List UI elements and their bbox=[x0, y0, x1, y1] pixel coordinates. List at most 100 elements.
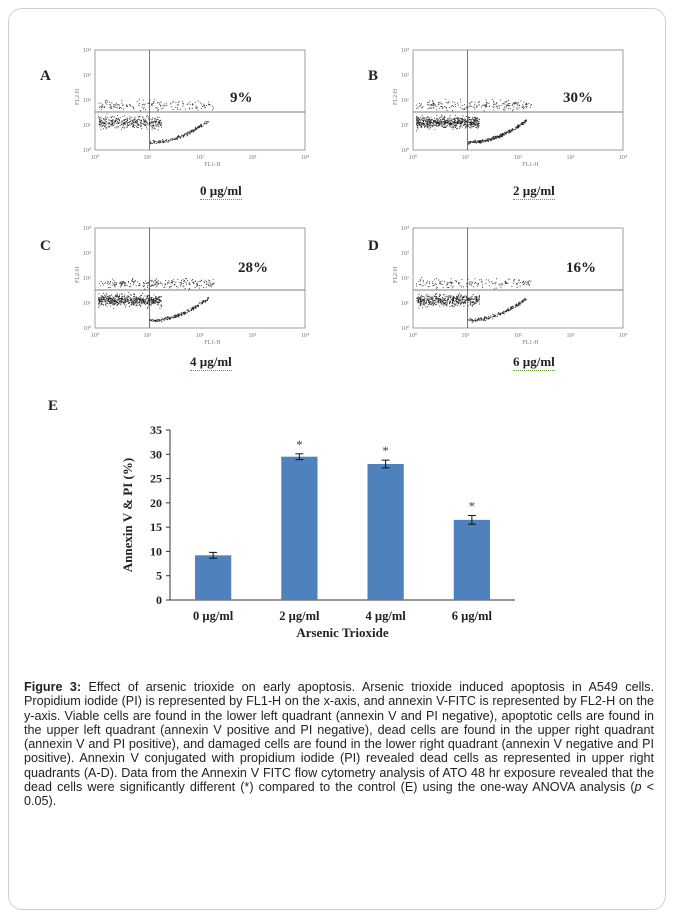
caption-label: Figure 3: bbox=[24, 680, 82, 694]
x-axis-label: FL1-H bbox=[522, 340, 539, 346]
y-tick-label: 15 bbox=[150, 520, 162, 534]
y-tick-label: 10⁴ bbox=[83, 48, 91, 54]
x-tick-label: 10¹ bbox=[144, 155, 152, 161]
caption-text: Effect of arsenic trioxide on early apop… bbox=[24, 680, 654, 795]
figure-frame bbox=[8, 8, 666, 910]
x-axis-label: FL1-H bbox=[204, 340, 221, 346]
panel-letter: C bbox=[40, 238, 51, 254]
x-tick-label: 10¹ bbox=[462, 155, 470, 161]
x-tick-label: 10² bbox=[514, 155, 522, 161]
cell-events bbox=[98, 99, 214, 145]
x-tick-label: 10⁴ bbox=[619, 333, 627, 339]
quadrant-percent: 30% bbox=[563, 90, 593, 106]
bar-chart: 0 5 10 15 20 25 30 35 0 µg/ml * 2 µg/ml * 4 µg/ml * 6 … bbox=[95, 420, 555, 645]
x-tick-label: 10³ bbox=[249, 333, 257, 339]
y-tick-label: 25 bbox=[150, 472, 162, 486]
x-tick-label: 2 µg/ml bbox=[279, 609, 320, 623]
quadrant-percent: 28% bbox=[238, 260, 268, 276]
y-tick-label: 10¹ bbox=[83, 301, 91, 307]
y-tick-label: 10³ bbox=[401, 73, 409, 79]
concentration-label: 6 µg/ml bbox=[513, 354, 555, 371]
plot-frame bbox=[94, 49, 306, 151]
x-tick-label: 10⁴ bbox=[301, 155, 309, 161]
y-tick-label: 10 bbox=[150, 544, 162, 558]
plot-frame bbox=[412, 227, 624, 329]
y-tick-label: 0 bbox=[156, 593, 162, 607]
x-tick-label: 4 µg/ml bbox=[366, 609, 407, 623]
y-tick-label: 10³ bbox=[401, 251, 409, 257]
quadrant-percent: 16% bbox=[566, 260, 596, 276]
cell-events bbox=[98, 276, 215, 323]
significance-marker: * bbox=[296, 437, 303, 452]
y-tick-label: 20 bbox=[150, 496, 162, 510]
chart-letter: E bbox=[48, 398, 59, 414]
x-tick-label: 10⁰ bbox=[409, 332, 418, 339]
significance-marker: * bbox=[382, 443, 389, 458]
x-tick-label: 10³ bbox=[567, 155, 575, 161]
significance-marker: * bbox=[469, 498, 476, 513]
x-tick-label: 10³ bbox=[567, 333, 575, 339]
y-tick-label: 30 bbox=[150, 447, 162, 461]
y-tick-label: 10¹ bbox=[401, 123, 409, 129]
y-tick-label: 5 bbox=[156, 569, 162, 583]
bar bbox=[367, 464, 404, 600]
cell-events bbox=[416, 98, 532, 145]
y-tick-label: 10² bbox=[401, 276, 409, 282]
y-tick-label: 35 bbox=[150, 423, 162, 437]
concentration-label: 2 µg/ml bbox=[513, 183, 555, 200]
y-tick-label: 10³ bbox=[83, 73, 91, 79]
cell-events bbox=[416, 277, 532, 323]
x-tick-label: 10² bbox=[514, 333, 522, 339]
flow-panel-b: B 10⁰ 10⁰ 10¹ 10¹ 10² 10² 10³ 10³ 10⁴ 10⁴ FL1-H FL2… bbox=[368, 48, 668, 210]
y-tick-label: 10⁰ bbox=[401, 147, 410, 154]
panel-letter: B bbox=[368, 68, 379, 84]
caption-text-end: < 0.05). bbox=[24, 780, 654, 809]
panel-letter: D bbox=[368, 238, 379, 254]
x-tick-label: 0 µg/ml bbox=[193, 609, 234, 623]
bar bbox=[281, 456, 318, 600]
y-axis-label: FL2-H bbox=[75, 88, 81, 105]
y-tick-label: 10² bbox=[401, 98, 409, 104]
x-tick-label: 10⁴ bbox=[619, 155, 627, 161]
y-tick-label: 10⁰ bbox=[401, 325, 410, 332]
y-axis-label: FL2-H bbox=[393, 266, 399, 283]
x-tick-label: 10⁰ bbox=[409, 154, 418, 161]
y-tick-label: 10⁰ bbox=[83, 325, 92, 332]
x-tick-label: 10⁰ bbox=[91, 332, 100, 339]
quadrant-percent: 9% bbox=[230, 90, 253, 106]
caption-p-symbol: p bbox=[634, 780, 642, 795]
y-tick-label: 10¹ bbox=[401, 301, 409, 307]
x-axis-label: Arsenic Trioxide bbox=[296, 625, 389, 640]
plot-frame bbox=[412, 49, 624, 151]
bar bbox=[195, 555, 232, 600]
x-axis-label: FL1-H bbox=[522, 162, 539, 168]
y-tick-label: 10⁴ bbox=[401, 226, 409, 232]
panel-letter: A bbox=[40, 68, 51, 84]
x-axis-label: FL1-H bbox=[204, 162, 221, 168]
concentration-label: 0 µg/ml bbox=[200, 183, 242, 200]
concentration-label: 4 µg/ml bbox=[190, 354, 232, 371]
x-tick-label: 10¹ bbox=[144, 333, 152, 339]
y-tick-label: 10¹ bbox=[83, 123, 91, 129]
y-tick-label: 10⁴ bbox=[401, 48, 409, 54]
flow-panel-c: C 10⁰ 10⁰ 10¹ 10¹ 10² 10² 10³ 10³ 10⁴ 10⁴ FL1-H FL2… bbox=[40, 226, 340, 388]
y-axis-label: Annexin V & PI (%) bbox=[120, 458, 135, 572]
x-tick-label: 10¹ bbox=[462, 333, 470, 339]
x-tick-label: 6 µg/ml bbox=[452, 609, 493, 623]
bar bbox=[453, 519, 490, 600]
y-tick-label: 10⁰ bbox=[83, 147, 92, 154]
y-tick-label: 10² bbox=[83, 276, 91, 282]
flow-panel-a: A 10⁰ 10⁰ 10¹ 10¹ 10² 10² 10³ 10³ 10⁴ 10⁴ FL1-H FL2… bbox=[40, 48, 340, 210]
x-tick-label: 10² bbox=[196, 155, 204, 161]
flow-panel-d: D 10⁰ 10⁰ 10¹ 10¹ 10² 10² 10³ 10³ 10⁴ 10⁴ FL1-H FL2… bbox=[368, 226, 668, 388]
y-tick-label: 10² bbox=[83, 98, 91, 104]
x-tick-label: 10⁴ bbox=[301, 333, 309, 339]
bar-chart-svg: 0 5 10 15 20 25 30 35 0 µg/ml * 2 µg/ml * 4 µg/ml * 6 … bbox=[120, 423, 515, 640]
y-axis-label: FL2-H bbox=[75, 266, 81, 283]
y-tick-label: 10³ bbox=[83, 251, 91, 257]
figure-caption: Figure 3: Effect of arsenic trioxide on … bbox=[24, 680, 654, 809]
